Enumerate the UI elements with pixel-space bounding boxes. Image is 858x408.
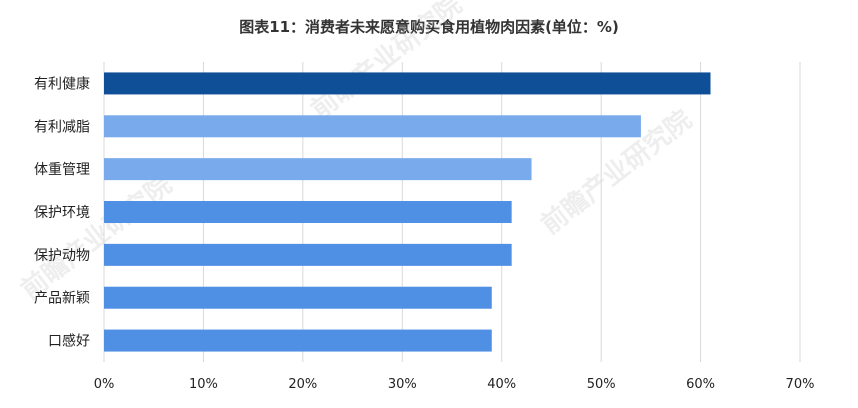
- bar: [104, 329, 492, 352]
- bar: [104, 158, 532, 181]
- category-label: 产品新颖: [34, 291, 90, 307]
- x-tick-label: 0%: [94, 377, 115, 392]
- category-label: 有利健康: [34, 75, 90, 92]
- x-tick-label: 50%: [587, 377, 616, 392]
- x-tick-label: 30%: [388, 377, 417, 392]
- category-label: 有利减脂: [34, 119, 90, 135]
- label-layer: 0% 10% 20% 30% 40% 50% 60% 70% 有利健康有利减脂体重管理保护环境保…: [34, 75, 814, 392]
- bar: [104, 201, 512, 223]
- chart-title: 图表11：消费者未来愿意购买食用植物肉因素(单位：%): [239, 18, 619, 36]
- x-tick-label: 60%: [686, 377, 715, 392]
- x-tick-label: 40%: [487, 377, 516, 392]
- bar: [104, 72, 711, 95]
- watermark-logo: 前瞻产业研究院: [15, 169, 178, 305]
- x-tick-label: 10%: [189, 377, 218, 392]
- category-label: 保护动物: [34, 248, 90, 264]
- bar-layer: [104, 72, 711, 352]
- watermark-logo: 前瞻产业研究院: [305, 0, 468, 126]
- x-tick-label: 20%: [288, 377, 317, 392]
- bar: [104, 243, 512, 266]
- category-label: 口感好: [48, 333, 90, 350]
- bar: [104, 115, 641, 138]
- category-label: 体重管理: [34, 162, 90, 178]
- x-tick-label: 70%: [786, 377, 815, 392]
- category-label: 保护环境: [34, 205, 90, 221]
- bar: [104, 286, 492, 309]
